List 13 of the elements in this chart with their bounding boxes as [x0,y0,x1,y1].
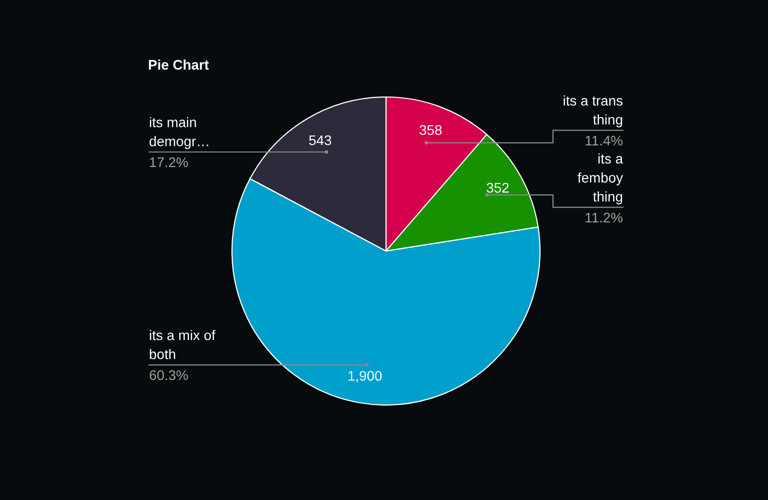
text: 17.2% [150,157,188,168]
text: 60.3% [150,370,188,380]
slice-label: its a mix of both [150,330,216,360]
data-label: 358 [420,125,442,135]
slice-label: its a femboy thing [578,153,623,204]
data-label: 1,900 [348,370,382,382]
data-label: 352 [486,182,509,193]
chart-title: Pie Chart [148,60,209,70]
text: 11.4% [586,136,623,146]
text: 11.2% [586,212,623,223]
slice-label: its main demogr… [150,117,208,149]
slice-label: its a trans thing [564,95,623,128]
data-label: 543 [309,135,332,146]
